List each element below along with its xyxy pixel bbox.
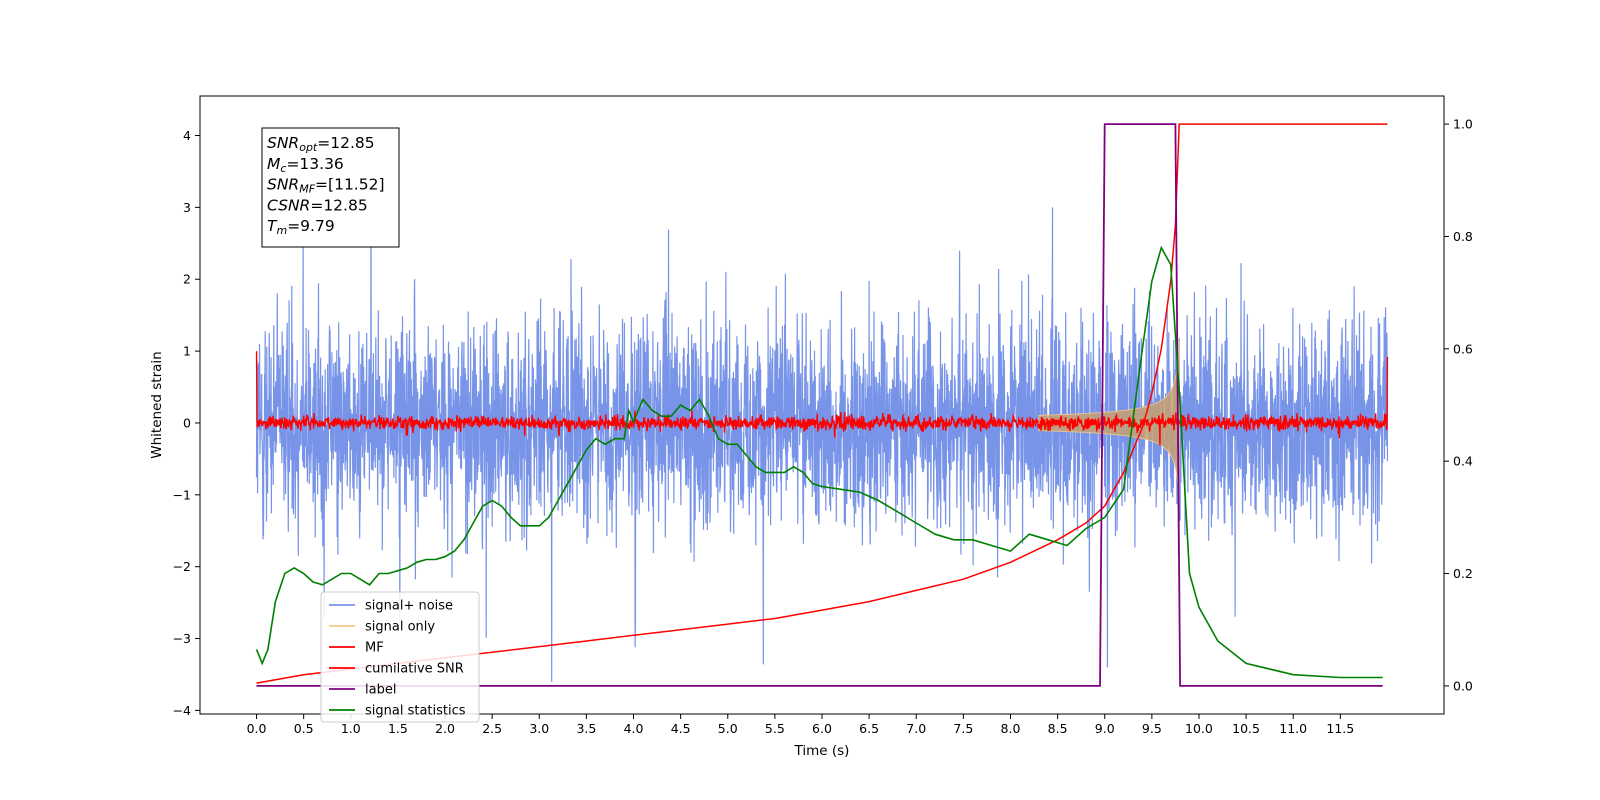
- x-tick-label: 7.0: [906, 721, 926, 736]
- series-label: [256, 123, 1383, 687]
- legend-label: MF: [365, 641, 384, 656]
- y-right-tick-label: 0.4: [1453, 454, 1473, 469]
- y-left-tick-label: 3: [183, 200, 191, 215]
- x-tick-label: 11.0: [1279, 721, 1307, 736]
- info-line: Tm=9.79: [267, 217, 335, 237]
- y-left-tick-label: −1: [173, 487, 191, 502]
- y-left-tick-label: 2: [183, 272, 191, 287]
- x-tick-label: 4.0: [624, 721, 644, 736]
- y-left-tick-label: −3: [173, 631, 191, 646]
- x-tick-label: 5.0: [718, 721, 738, 736]
- y-right-tick-label: 1.0: [1453, 117, 1473, 132]
- legend-label: signal only: [365, 620, 435, 635]
- info-line: SNRMF=[11.52]: [267, 176, 385, 196]
- x-tick-label: 1.5: [388, 721, 408, 736]
- y-right-tick-label: 0.6: [1453, 341, 1473, 356]
- x-tick-label: 8.5: [1048, 721, 1068, 736]
- x-tick-label: 7.5: [953, 721, 973, 736]
- x-axis: 0.0 0.5 1.0 1.5 2.0 2.5 3.0 3.5 4.0 4.5 5.0 5.5 6.0 6…: [247, 714, 1354, 736]
- x-tick-label: 4.5: [671, 721, 691, 736]
- y-axis-label: Whitened strain: [149, 351, 165, 458]
- info-box: SNRopt=12.85Mc=13.36SNRMF=[11.52]CSNR=12…: [261, 127, 400, 248]
- x-tick-label: 2.5: [482, 721, 502, 736]
- x-tick-label: 6.0: [812, 721, 832, 736]
- x-tick-label: 9.5: [1142, 721, 1162, 736]
- legend-frame: [320, 591, 480, 723]
- x-tick-label: 5.5: [765, 721, 785, 736]
- x-tick-label: 2.0: [435, 721, 455, 736]
- y-left-tick-label: 0: [183, 415, 191, 430]
- info-line: CSNR=12.85: [267, 196, 368, 214]
- y-right-tick-label: 0.2: [1453, 566, 1473, 581]
- legend: signal+ noise signal only MF cumilative SNR…: [320, 591, 480, 723]
- series-mf: [255, 351, 1389, 446]
- y-axis-right: 1.0 0.8 0.6 0.4 0.2 0.0: [1444, 117, 1473, 693]
- plot-series: [255, 123, 1389, 687]
- y-left-tick-label: 4: [183, 128, 191, 143]
- legend-label: signal statistics: [365, 704, 466, 719]
- y-axis-left: 4 3 2 1 0 −1 −2 −3 −4: [173, 128, 200, 718]
- x-tick-label: 0.0: [247, 721, 267, 736]
- info-line: Mc=13.36: [267, 155, 344, 175]
- x-tick-label: 3.0: [529, 721, 549, 736]
- info-box-frame: [261, 127, 400, 248]
- series-signal-noise: [255, 177, 1389, 682]
- x-tick-label: 8.0: [1001, 721, 1021, 736]
- x-tick-label: 11.5: [1326, 721, 1354, 736]
- legend-label: label: [365, 683, 396, 698]
- x-tick-label: 6.5: [859, 721, 879, 736]
- x-tick-label: 1.0: [341, 721, 361, 736]
- y-left-tick-label: 1: [183, 344, 191, 359]
- legend-label: cumilative SNR: [365, 662, 464, 677]
- y-right-tick-label: 0.0: [1453, 678, 1473, 693]
- y-right-tick-label: 0.8: [1453, 229, 1473, 244]
- x-tick-label: 0.5: [294, 721, 314, 736]
- legend-label: signal+ noise: [365, 599, 453, 614]
- x-tick-label: 3.5: [576, 721, 596, 736]
- y-left-tick-label: −4: [173, 703, 191, 718]
- x-tick-label: 10.5: [1232, 721, 1260, 736]
- x-tick-label: 10.0: [1185, 721, 1213, 736]
- y-left-tick-label: −2: [173, 559, 191, 574]
- series-signal-statistics: [255, 245, 1383, 679]
- x-tick-label: 9.0: [1095, 721, 1115, 736]
- info-line: SNRopt=12.85: [267, 134, 375, 154]
- x-axis-label: Time (s): [794, 743, 850, 759]
